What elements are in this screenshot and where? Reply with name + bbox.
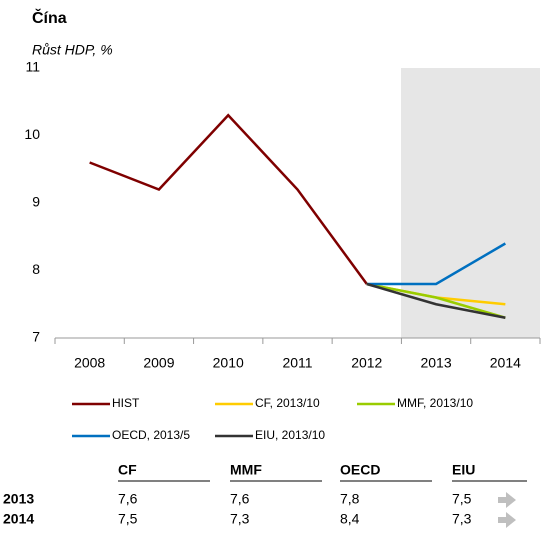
y-tick-label: 9 — [32, 194, 40, 210]
series-line — [366, 242, 506, 286]
series-line — [366, 282, 506, 319]
series-line — [89, 113, 368, 285]
table-cell: 7,6 — [230, 491, 250, 507]
y-tick-label: 7 — [32, 329, 40, 345]
table-cell: 7,3 — [230, 511, 250, 527]
y-tick-label: 10 — [24, 126, 40, 142]
x-tick-label: 2009 — [143, 355, 174, 371]
x-tick-label: 2008 — [74, 355, 105, 371]
table-cell: 7,6 — [118, 491, 138, 507]
legend-label: EIU, 2013/10 — [255, 428, 325, 442]
legend-label: CF, 2013/10 — [255, 396, 320, 410]
x-tick-label: 2012 — [351, 355, 382, 371]
row-label: 2013 — [3, 491, 34, 507]
x-tick-label: 2013 — [420, 355, 451, 371]
chart-subtitle: Růst HDP, % — [32, 42, 113, 58]
arrow-icon — [498, 512, 516, 528]
y-tick-label: 8 — [32, 261, 40, 277]
arrow-icon — [498, 492, 516, 508]
x-tick-label: 2011 — [282, 355, 312, 371]
x-tick-label: 2014 — [490, 355, 521, 371]
table-header: CF — [118, 462, 137, 478]
legend-label: OECD, 2013/5 — [112, 428, 190, 442]
table-header: MMF — [230, 462, 262, 478]
row-label: 2014 — [3, 511, 34, 527]
x-tick-label: 2010 — [213, 355, 244, 371]
table-cell: 7,8 — [340, 491, 360, 507]
legend-label: HIST — [112, 396, 140, 410]
table-header: EIU — [452, 462, 475, 478]
series-line — [366, 282, 506, 319]
table-cell: 7,3 — [452, 511, 472, 527]
table-cell: 7,5 — [118, 511, 138, 527]
y-tick-label: 11 — [25, 59, 40, 75]
table-header: OECD — [340, 462, 380, 478]
legend-label: MMF, 2013/10 — [397, 396, 473, 410]
table-cell: 8,4 — [340, 511, 360, 527]
table-cell: 7,5 — [452, 491, 472, 507]
chart-title: Čína — [32, 8, 67, 27]
forecast-shade — [401, 68, 540, 338]
